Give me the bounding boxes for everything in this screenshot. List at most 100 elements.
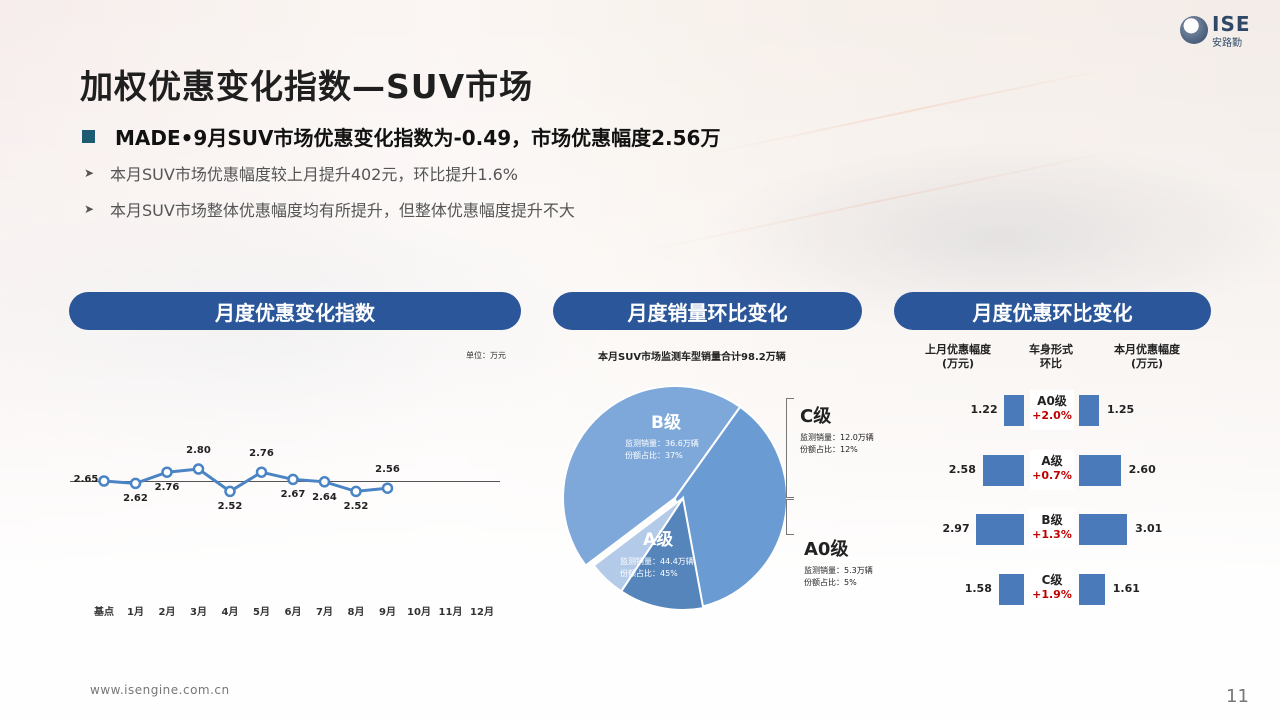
header-prev-text: 上月优惠幅度 (万元) bbox=[925, 343, 991, 370]
line-point bbox=[287, 473, 299, 486]
logo-cn: 安路勤 bbox=[1212, 38, 1242, 49]
logo: ISE 安路勤 bbox=[1180, 12, 1266, 49]
pie-slice-A级 bbox=[562, 385, 742, 567]
class-cell: C级 +1.9% bbox=[1030, 568, 1074, 609]
month-label: 6月 bbox=[284, 607, 302, 618]
month-label: 12月 bbox=[470, 607, 494, 618]
reference-line bbox=[70, 481, 500, 482]
line-point-label: 2.67 bbox=[280, 489, 306, 501]
class-cell: A0级 +2.0% bbox=[1030, 390, 1074, 430]
month-label: 3月 bbox=[190, 607, 207, 618]
logo-mark-icon bbox=[1180, 16, 1208, 44]
bar-prev-value: 2.97 bbox=[942, 522, 970, 535]
panel-title-right: 月度优惠环比变化 bbox=[894, 292, 1211, 330]
class-change: +2.0% bbox=[1032, 409, 1072, 422]
pie-b-detail: 监测销量：36.6万辆 份额占比：37% bbox=[625, 438, 699, 462]
header-curr: 本月优惠幅度 (万元) bbox=[1114, 343, 1180, 371]
month-label: 4月 bbox=[221, 607, 239, 618]
bar-curr-value: 1.61 bbox=[1112, 581, 1140, 595]
pie-a0-sales: 监测销量：5.3万辆 bbox=[804, 566, 873, 575]
class-cell: A级 +0.7% bbox=[1030, 449, 1074, 490]
bar-prev bbox=[1004, 395, 1024, 426]
bar-prev-value: 1.22 bbox=[970, 403, 998, 416]
bar-curr bbox=[1079, 573, 1105, 605]
month-label: 1月 bbox=[127, 607, 144, 618]
line-point-label: 2.64 bbox=[312, 491, 337, 503]
page-number: 11 bbox=[1226, 686, 1249, 707]
line-point-label: 2.76 bbox=[249, 448, 274, 460]
page-title: 加权优惠变化指数—SUV市场 bbox=[80, 67, 534, 106]
month-label: 5月 bbox=[253, 607, 270, 618]
class-change: +0.7% bbox=[1032, 468, 1072, 482]
month-label: 10月 bbox=[407, 607, 431, 618]
line-point-label: 2.52 bbox=[343, 501, 369, 513]
pie-a0-share: 份额占比：5% bbox=[804, 578, 857, 587]
line-point-label: 2.56 bbox=[375, 464, 400, 476]
pie-slice-C级 bbox=[619, 495, 705, 611]
bar-curr bbox=[1079, 514, 1128, 545]
line-point bbox=[381, 482, 394, 494]
line-point-label: 2.76 bbox=[154, 482, 180, 494]
unit-label: 单位：万元 bbox=[466, 351, 506, 360]
line-point bbox=[98, 475, 110, 487]
pie-c-detail: 监测销量：12.0万辆 份额占比：12% bbox=[800, 432, 874, 456]
line-point-label: 2.62 bbox=[123, 493, 148, 505]
class-change: +1.3% bbox=[1032, 528, 1072, 541]
pie-a0-bracket bbox=[786, 499, 794, 535]
header-class: 车身形式 环比 bbox=[1029, 343, 1073, 371]
bar-curr-value: 1.25 bbox=[1107, 403, 1135, 416]
class-change: +1.9% bbox=[1032, 587, 1072, 601]
pie-a-share: 份额占比：45% bbox=[620, 569, 678, 578]
arrow-bullet-icon: ➤ bbox=[84, 166, 95, 180]
pie-slice-A0级 bbox=[592, 497, 684, 593]
sub-bullet: ➤ 本月SUV市场整体优惠幅度均有所提升，但整体优惠幅度提升不大 bbox=[84, 197, 575, 221]
pie-b-share: 份额占比：37% bbox=[625, 451, 683, 460]
bar-prev bbox=[976, 514, 1024, 545]
bar-prev bbox=[982, 454, 1024, 486]
pie-slice-B级 bbox=[673, 405, 788, 610]
class-name: A级 bbox=[1041, 453, 1063, 468]
pie-a-sales: 监测销量：44.4万辆 bbox=[620, 557, 694, 566]
month-label: 9月 bbox=[379, 607, 396, 618]
line-point-label: 2.52 bbox=[217, 501, 243, 513]
main-bullet-text: MADE•9月SUV市场优惠变化指数为-0.49，市场优惠幅度2.56万 bbox=[115, 126, 721, 150]
square-bullet-icon bbox=[82, 130, 95, 143]
month-label: 基点 bbox=[94, 607, 114, 618]
footer-url: www.isengine.com.cn bbox=[90, 683, 230, 697]
month-label: 2月 bbox=[158, 607, 176, 618]
month-label: 11月 bbox=[438, 607, 463, 618]
pie-a-detail: 监测销量：44.4万辆 份额占比：45% bbox=[620, 556, 694, 580]
header-class-text: 车身形式 环比 bbox=[1029, 343, 1073, 370]
header-prev: 上月优惠幅度 (万元) bbox=[925, 343, 991, 371]
class-name: C级 bbox=[1041, 572, 1063, 587]
line-point bbox=[129, 477, 142, 490]
sub-bullet-text: 本月SUV市场优惠幅度较上月提升402元，环比提升1.6% bbox=[110, 165, 519, 184]
class-cell: B级 +1.3% bbox=[1030, 509, 1074, 549]
bar-curr-value: 3.01 bbox=[1135, 522, 1163, 535]
class-name: A0级 bbox=[1037, 394, 1067, 408]
month-label: 8月 bbox=[347, 607, 365, 618]
pie-b-sales: 监测销量：36.6万辆 bbox=[625, 439, 699, 448]
bar-prev-value: 1.58 bbox=[964, 581, 992, 595]
sub-bullet: ➤ 本月SUV市场优惠幅度较上月提升402元，环比提升1.6% bbox=[84, 161, 518, 185]
pie-a0-detail: 监测销量：5.3万辆 份额占比：5% bbox=[804, 565, 873, 589]
bar-curr bbox=[1079, 395, 1099, 426]
pie-c-share: 份额占比：12% bbox=[800, 445, 858, 454]
line-point bbox=[318, 476, 331, 488]
bar-curr bbox=[1079, 454, 1121, 486]
pie-label-a: A级 bbox=[643, 530, 674, 550]
main-bullet: MADE•9月SUV市场优惠变化指数为-0.49，市场优惠幅度2.56万 bbox=[82, 122, 720, 151]
line-point bbox=[161, 466, 173, 478]
arrow-bullet-icon: ➤ bbox=[84, 202, 95, 216]
header-curr-text: 本月优惠幅度 (万元) bbox=[1114, 343, 1180, 370]
pie-label-c: C级 bbox=[800, 406, 832, 427]
logo-brand: ISE bbox=[1212, 12, 1251, 36]
bar-prev bbox=[998, 573, 1024, 605]
panel-title-left: 月度优惠变化指数 bbox=[69, 292, 521, 330]
pie-title: 本月SUV市场监测车型销量合计98.2万辆 bbox=[598, 352, 786, 363]
pie-label-b: B级 bbox=[651, 413, 681, 433]
panel-title-middle: 月度销量环比变化 bbox=[553, 292, 862, 330]
sub-bullet-text: 本月SUV市场整体优惠幅度均有所提升，但整体优惠幅度提升不大 bbox=[110, 201, 575, 220]
